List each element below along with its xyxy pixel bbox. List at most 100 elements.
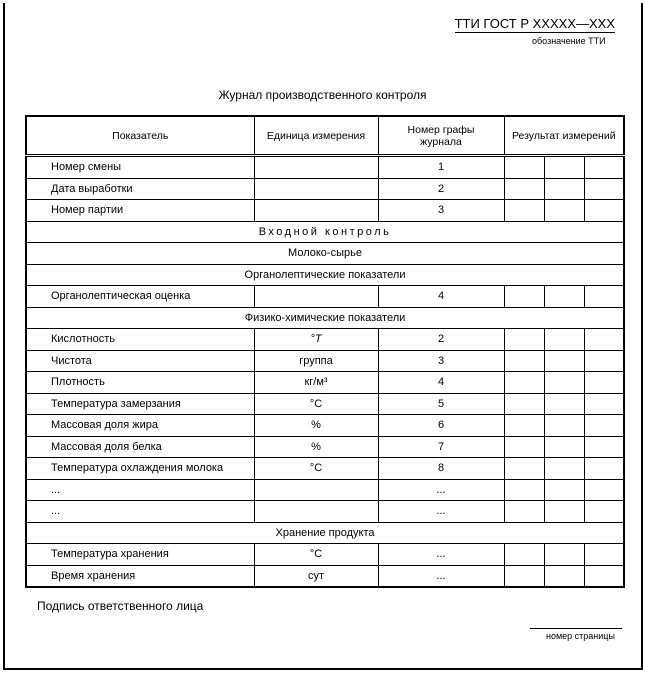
indicator-cell: Чистота: [25, 349, 255, 372]
result-cell[interactable]: [543, 199, 585, 222]
page-title: Журнал производственного контроля: [218, 88, 427, 102]
result-cell[interactable]: [583, 435, 625, 458]
journal-column-cell: 2: [377, 328, 505, 351]
journal-column-cell: 4: [377, 285, 505, 308]
table-row: Плотность кг/м³ 4: [25, 371, 625, 394]
result-cell[interactable]: [503, 371, 545, 394]
journal-column-cell: ...: [377, 478, 505, 501]
journal-column-cell: 1: [377, 155, 505, 179]
result-cell[interactable]: [503, 285, 545, 308]
result-cell[interactable]: [583, 543, 625, 566]
result-cell[interactable]: [503, 199, 545, 222]
table-row: Чистота группа 3: [25, 349, 625, 372]
unit-cell: кг/м³: [253, 371, 379, 394]
result-cell[interactable]: [503, 543, 545, 566]
result-cell[interactable]: [543, 155, 585, 179]
page-number-caption: номер страницы: [546, 631, 615, 641]
result-cell[interactable]: [583, 392, 625, 415]
journal-column-cell: ...: [377, 500, 505, 523]
table-row: Кислотность °T 2: [25, 328, 625, 351]
table-row: Температура хранения °C...: [25, 543, 625, 566]
journal-column-cell: 4: [377, 371, 505, 394]
unit-cell: [253, 177, 379, 200]
indicator-cell: Номер смены: [25, 155, 255, 179]
table-header-row: Показатель Единица измерения Номер графы…: [25, 115, 625, 157]
unit-cell: %: [253, 435, 379, 458]
result-cell[interactable]: [503, 328, 545, 351]
indicator-cell: ...: [25, 478, 255, 501]
result-cell[interactable]: [503, 177, 545, 200]
result-cell[interactable]: [583, 371, 625, 394]
column-header-results: Результат измерений: [503, 115, 625, 157]
result-cell[interactable]: [503, 392, 545, 415]
indicator-cell: Температура хранения: [25, 543, 255, 566]
result-cell[interactable]: [583, 328, 625, 351]
unit-cell: [253, 500, 379, 523]
result-cell[interactable]: [543, 435, 585, 458]
page-frame: [3, 3, 643, 670]
result-cell[interactable]: [543, 285, 585, 308]
unit-cell: °C: [253, 457, 379, 480]
result-cell[interactable]: [583, 564, 625, 588]
result-cell[interactable]: [503, 155, 545, 179]
table-row: Температура замерзания °C 5: [25, 392, 625, 415]
document-code: ТТИ ГОСТ Р XXXXX—XXX: [454, 16, 615, 33]
result-cell[interactable]: [543, 349, 585, 372]
unit-cell: %: [253, 414, 379, 437]
section-row: Молоко-сырье: [25, 242, 625, 265]
table-row: ......: [25, 500, 625, 523]
column-header-journal-column: Номер графы журнала: [377, 115, 505, 157]
result-cell[interactable]: [503, 435, 545, 458]
unit-cell: [253, 199, 379, 222]
result-cell[interactable]: [583, 478, 625, 501]
page-number-line: [530, 628, 622, 629]
unit-cell: °C: [253, 543, 379, 566]
result-cell[interactable]: [543, 478, 585, 501]
column-header-unit: Единица измерения: [253, 115, 379, 157]
result-cell[interactable]: [583, 349, 625, 372]
section-row: Входной контроль: [25, 220, 625, 243]
journal-column-cell: 7: [377, 435, 505, 458]
table-row: Время хранения сут...: [25, 564, 625, 588]
result-cell[interactable]: [543, 500, 585, 523]
table-row: Номер партии 3: [25, 199, 625, 222]
result-cell[interactable]: [543, 457, 585, 480]
result-cell[interactable]: [583, 414, 625, 437]
indicator-cell: Массовая доля жира: [25, 414, 255, 437]
journal-column-cell: 5: [377, 392, 505, 415]
journal-column-cell: 6: [377, 414, 505, 437]
result-cell[interactable]: [543, 328, 585, 351]
table-row: Температура охлаждения молока °C 8: [25, 457, 625, 480]
result-cell[interactable]: [543, 371, 585, 394]
result-cell[interactable]: [583, 199, 625, 222]
section-label: Физико-химические показатели: [25, 306, 625, 329]
result-cell[interactable]: [543, 543, 585, 566]
result-cell[interactable]: [503, 564, 545, 588]
result-cell[interactable]: [543, 414, 585, 437]
column-header-indicator: Показатель: [25, 115, 255, 157]
result-cell[interactable]: [583, 177, 625, 200]
result-cell[interactable]: [583, 500, 625, 523]
result-cell[interactable]: [503, 457, 545, 480]
indicator-cell: Кислотность: [25, 328, 255, 351]
result-cell[interactable]: [543, 392, 585, 415]
indicator-cell: Номер партии: [25, 199, 255, 222]
result-cell[interactable]: [583, 457, 625, 480]
table-row: ......: [25, 478, 625, 501]
result-cell[interactable]: [503, 500, 545, 523]
result-cell[interactable]: [543, 564, 585, 588]
indicator-cell: Температура охлаждения молока: [25, 457, 255, 480]
section-row: Физико-химические показатели: [25, 306, 625, 329]
result-cell[interactable]: [503, 349, 545, 372]
result-cell[interactable]: [503, 414, 545, 437]
result-cell[interactable]: [583, 285, 625, 308]
result-cell[interactable]: [583, 155, 625, 179]
section-label: Хранение продукта: [25, 521, 625, 544]
result-cell[interactable]: [503, 478, 545, 501]
unit-cell: [253, 478, 379, 501]
result-cell[interactable]: [543, 177, 585, 200]
table-row: Массовая доля жира% 6: [25, 414, 625, 437]
signature-label: Подпись ответственного лица: [37, 599, 204, 613]
journal-column-cell: 3: [377, 349, 505, 372]
section-row: Хранение продукта: [25, 521, 625, 544]
